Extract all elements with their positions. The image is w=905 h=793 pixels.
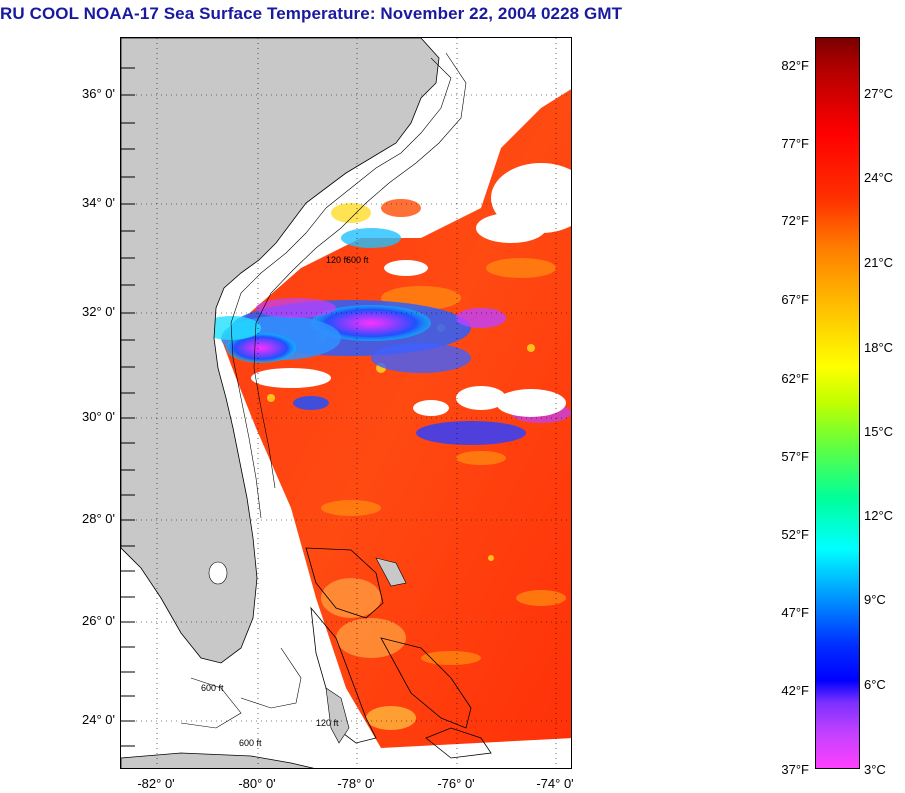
lat-label-28: 28° 0' — [82, 511, 115, 526]
lat-label-34: 34° 0' — [82, 195, 115, 210]
contour-label-600ft-b: 600 ft — [201, 683, 224, 693]
colorbar-label-82f: 82°F — [781, 58, 809, 73]
colorbar-label-21c: 21°C — [864, 255, 894, 270]
contour-label-600ft: 600 ft — [346, 255, 369, 265]
lake-okeechobee — [208, 561, 228, 585]
lon-label-74: -74° 0' — [536, 776, 574, 791]
contour-label-120ft: 120 ft — [326, 255, 349, 265]
colorbar-label-9c: 9°C — [864, 592, 886, 607]
colorbar-label-3c: 3°C — [864, 762, 886, 777]
lon-label-80: -80° 0' — [238, 776, 276, 791]
colorbar-label-37f: 37°F — [781, 762, 809, 777]
sst-map-canvas: 120 ft 600 ft 600 ft 120 ft 600 ft — [121, 38, 571, 768]
colorbar-label-42f: 42°F — [781, 683, 809, 698]
colorbar-label-18c: 18°C — [864, 340, 894, 355]
cloud-patches — [251, 163, 571, 417]
temperature-colorbar — [815, 37, 860, 769]
contour-label-600ft-c: 600 ft — [239, 738, 262, 748]
graticule — [121, 38, 571, 768]
sst-map[interactable]: 120 ft 600 ft 600 ft 120 ft 600 ft — [120, 37, 572, 769]
colorbar-label-62f: 62°F — [781, 371, 809, 386]
bathymetry-contours — [180, 52, 467, 729]
colorbar-label-52f: 52°F — [781, 527, 809, 542]
colorbar-label-6c: 6°C — [864, 677, 886, 692]
contour-label-120ft-b: 120 ft — [316, 718, 339, 728]
lon-label-78: -78° 0' — [337, 776, 375, 791]
lat-label-36: 36° 0' — [82, 86, 115, 101]
colorbar-label-67f: 67°F — [781, 292, 809, 307]
lat-label-24: 24° 0' — [82, 712, 115, 727]
figure-title: RU COOL NOAA-17 Sea Surface Temperature:… — [0, 4, 623, 23]
lon-label-76: -76° 0' — [437, 776, 475, 791]
southern-landmass — [121, 752, 315, 768]
colorbar-label-15c: 15°C — [864, 424, 894, 439]
lat-label-26: 26° 0' — [82, 613, 115, 628]
lat-label-32: 32° 0' — [82, 304, 115, 319]
colorbar-label-77f: 77°F — [781, 136, 809, 151]
warm-water-region — [221, 89, 571, 748]
colorbar-label-24c: 24°C — [864, 170, 894, 185]
colorbar-label-12c: 12°C — [864, 508, 894, 523]
axis-ticks — [121, 67, 135, 747]
lat-label-30: 30° 0' — [82, 409, 115, 424]
colorbar-label-57f: 57°F — [781, 449, 809, 464]
land-mass — [121, 38, 440, 664]
bahamas-islands — [325, 557, 407, 744]
lon-label-82: -82° 0' — [137, 776, 175, 791]
colorbar-label-27c: 27°C — [864, 86, 894, 101]
bahamas-banks — [305, 547, 492, 759]
colorbar-label-72f: 72°F — [781, 213, 809, 228]
colorbar-label-47f: 47°F — [781, 605, 809, 620]
